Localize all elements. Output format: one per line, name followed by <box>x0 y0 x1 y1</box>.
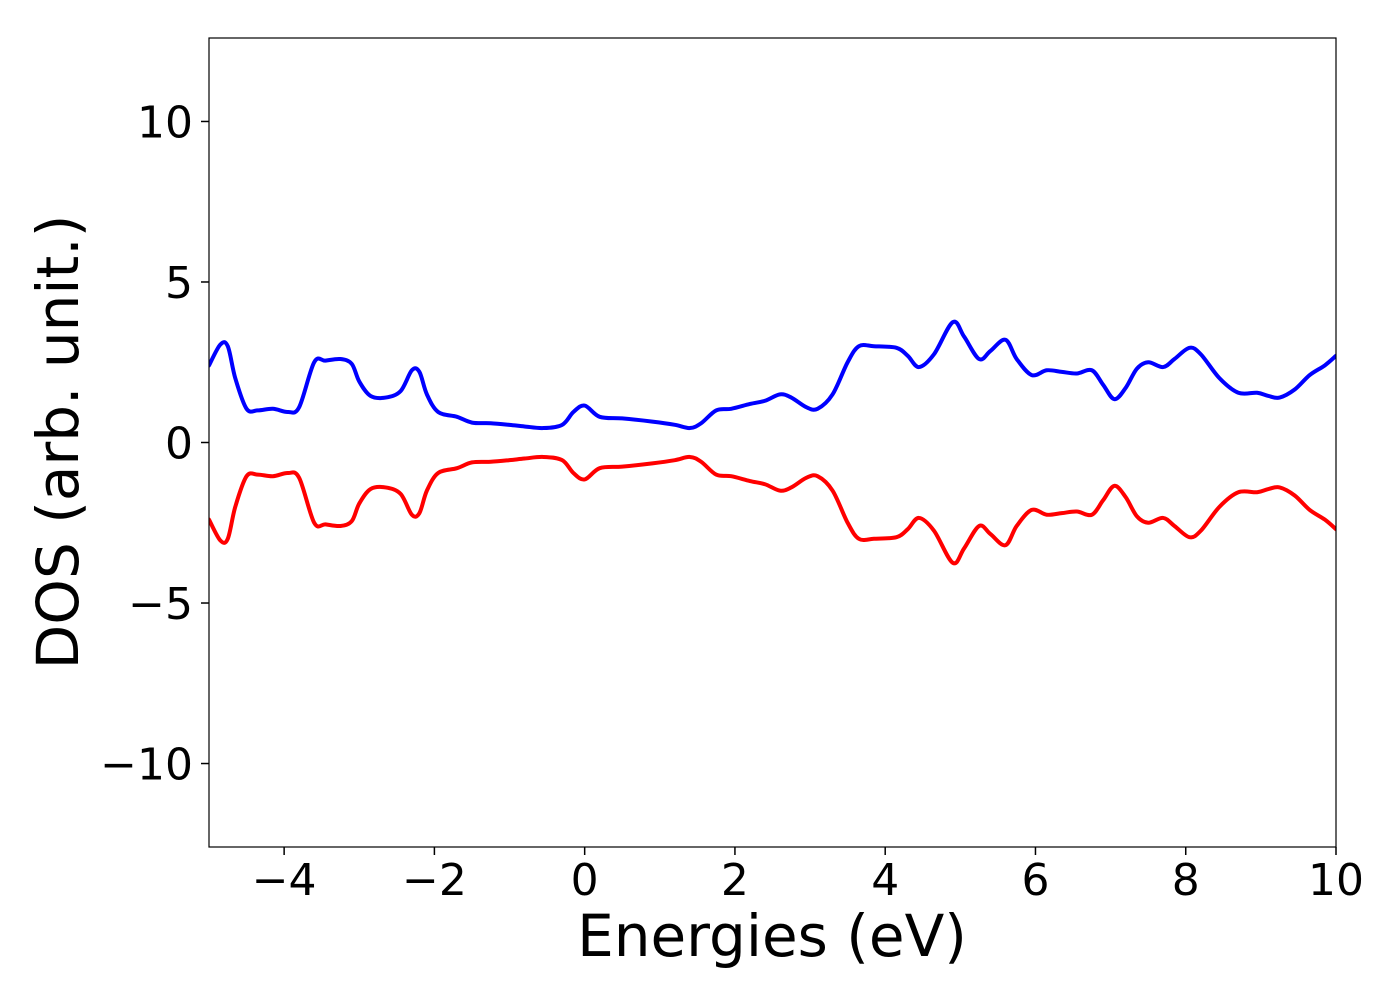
y-tick-label: −10 <box>100 740 193 791</box>
y-tick-label: 5 <box>165 258 193 309</box>
y-axis-ticks: −10 −5 0 5 10 <box>100 97 209 791</box>
x-tick-label: 0 <box>571 855 599 906</box>
x-tick-label: −2 <box>402 855 467 906</box>
x-tick-label: 4 <box>871 855 899 906</box>
x-axis-ticks: −4 −2 0 2 4 6 8 10 <box>252 847 1364 906</box>
series-line-1 <box>209 319 1336 431</box>
x-tick-label: 6 <box>1021 855 1049 906</box>
x-tick-label: −4 <box>252 855 317 906</box>
plot-frame <box>208 37 1337 848</box>
y-tick-label: −5 <box>128 579 193 630</box>
x-tick-label: 2 <box>721 855 749 906</box>
series-line-2 <box>209 454 1336 566</box>
x-tick-label: 10 <box>1308 855 1364 906</box>
series-layer <box>209 319 1336 566</box>
x-axis-label: Energies (eV) <box>577 902 967 970</box>
y-tick-label: 10 <box>137 97 193 148</box>
x-tick-label: 8 <box>1172 855 1200 906</box>
y-tick-label: 0 <box>165 419 193 470</box>
y-axis-label: DOS (arb. unit.) <box>24 215 92 670</box>
